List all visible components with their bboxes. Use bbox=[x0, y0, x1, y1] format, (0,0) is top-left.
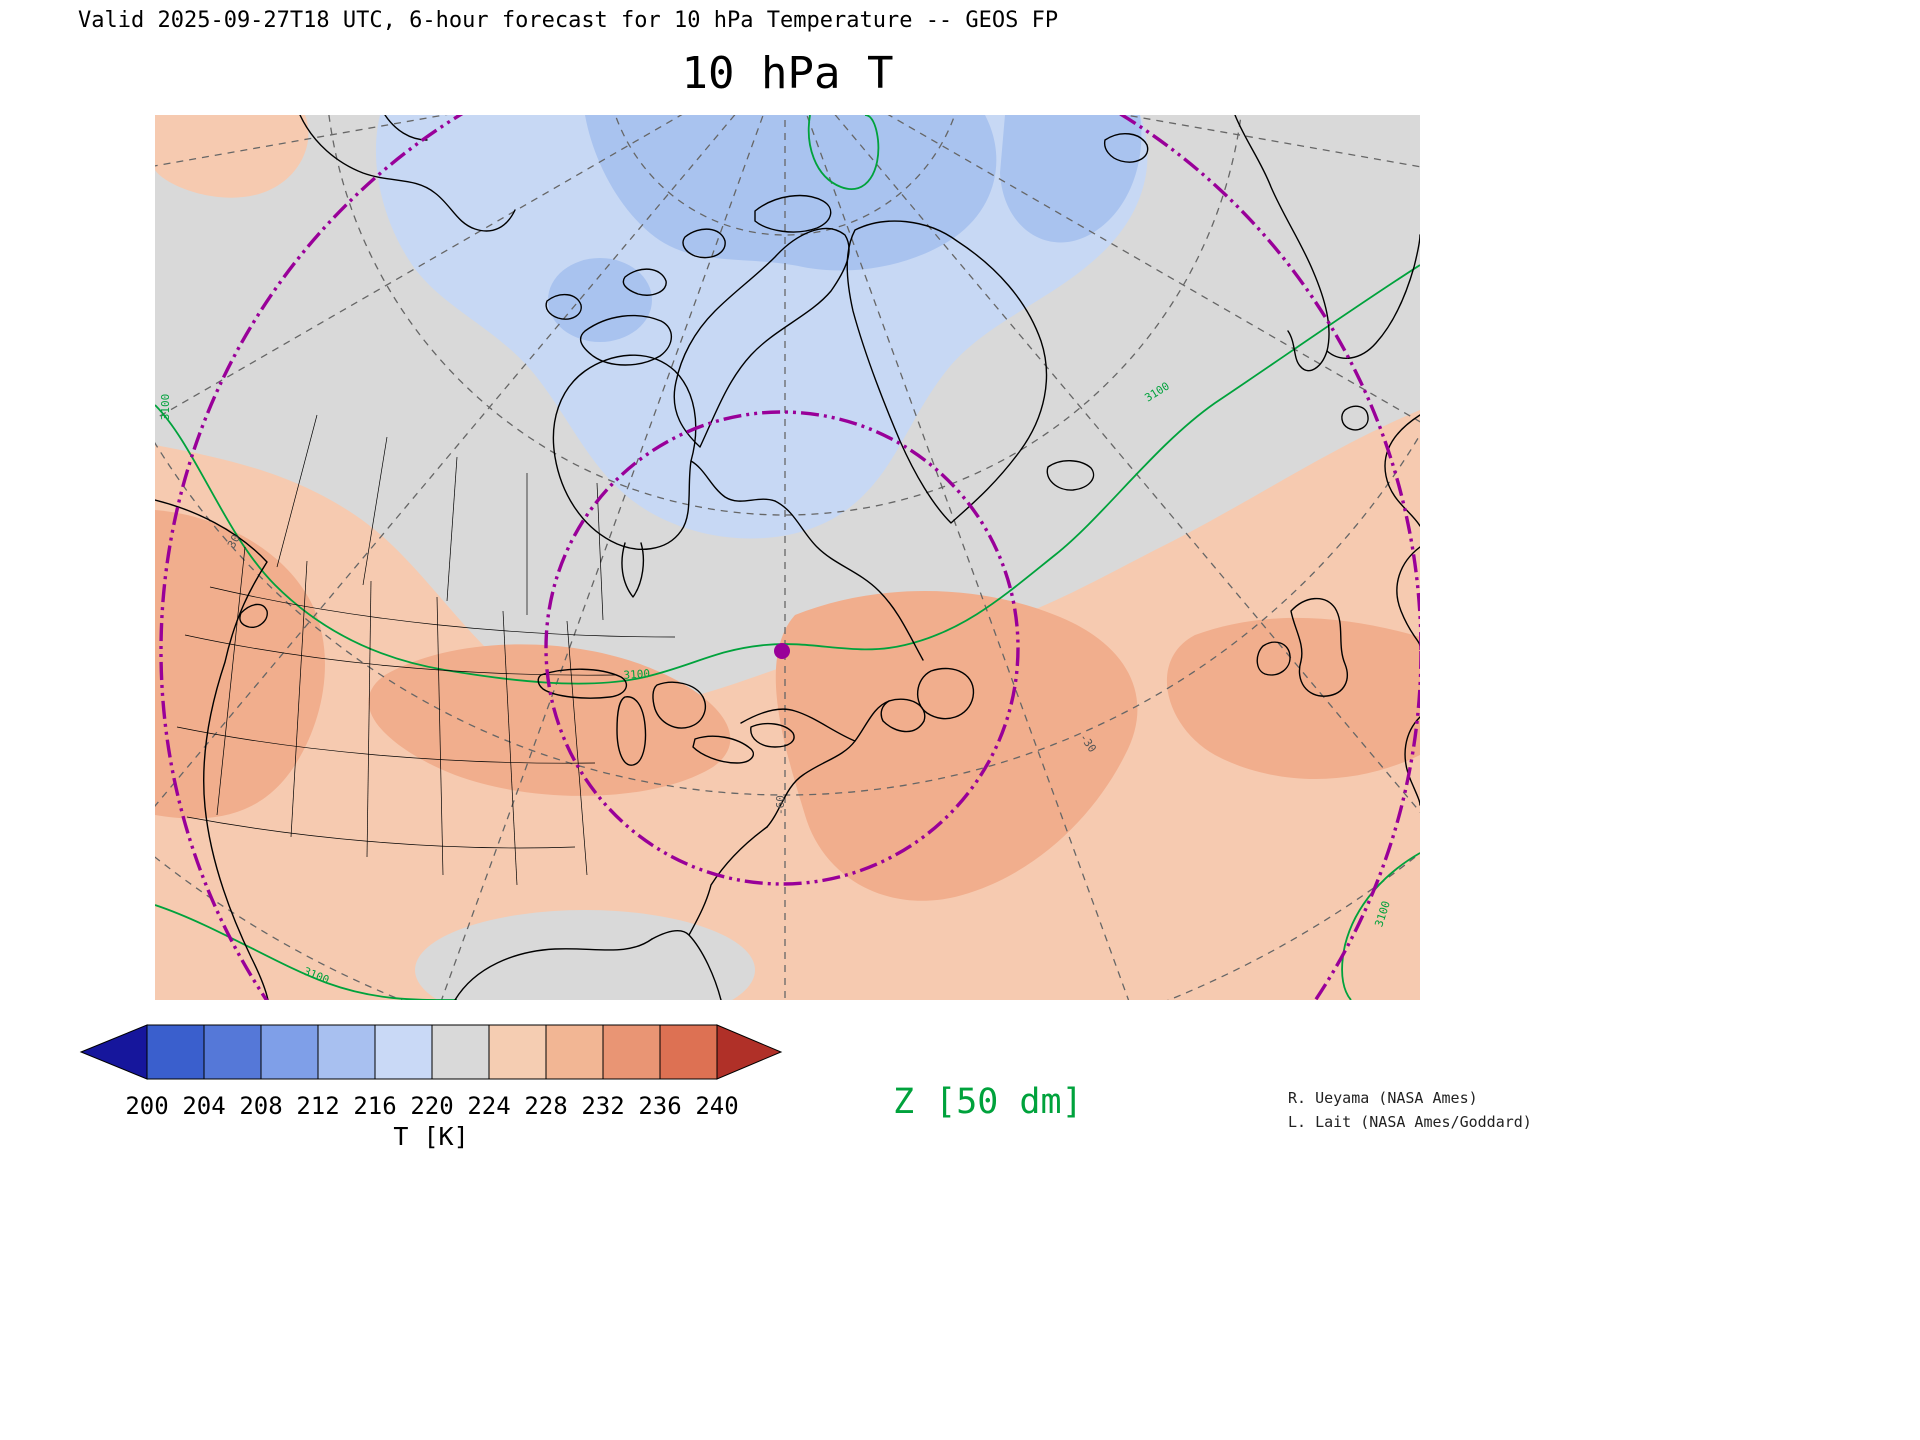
colorbar-segment bbox=[545, 1024, 604, 1080]
colorbar-under-arrow bbox=[79, 1024, 148, 1080]
colorbar-segment bbox=[488, 1024, 547, 1080]
colorbar-tick-label: 216 bbox=[353, 1092, 396, 1120]
warm-core-lakes bbox=[368, 644, 731, 796]
colorbar-over-arrow bbox=[716, 1024, 783, 1080]
height-contour-label: 3100 bbox=[159, 394, 172, 421]
colorbar-segment bbox=[374, 1024, 433, 1080]
colorbar-segment bbox=[317, 1024, 376, 1080]
cold-core-fill bbox=[585, 115, 997, 271]
credit-line: L. Lait (NASA Ames/Goddard) bbox=[1288, 1113, 1532, 1131]
colorbar-tick-label: 204 bbox=[182, 1092, 225, 1120]
colorbar-tick-label: 220 bbox=[410, 1092, 453, 1120]
colorbar-segment bbox=[203, 1024, 262, 1080]
colorbar-segment bbox=[146, 1024, 205, 1080]
colorbar-unit-label: T [K] bbox=[393, 1122, 469, 1151]
graticule-label: 30 bbox=[225, 532, 243, 550]
map-panel: 3100 3100 3100 3100 3100 bbox=[155, 115, 1420, 1000]
vortex-center-dot bbox=[774, 643, 790, 659]
warm-core-atlantic bbox=[775, 591, 1138, 901]
colorbar-segment bbox=[659, 1024, 718, 1080]
warm-patch-topleft bbox=[155, 115, 309, 198]
cold-core-fill-west bbox=[548, 258, 652, 342]
colorbar-tick-label: 236 bbox=[638, 1092, 681, 1120]
warm-core-west bbox=[155, 510, 325, 819]
warm-core-east bbox=[1166, 617, 1420, 779]
credits: R. Ueyama (NASA Ames) L. Lait (NASA Ames… bbox=[1288, 1086, 1532, 1134]
valid-line: Valid 2025-09-27T18 UTC, 6-hour forecast… bbox=[78, 8, 1059, 33]
colorbar-tick-label: 240 bbox=[695, 1092, 738, 1120]
state-borders-layer bbox=[176, 414, 676, 886]
colorbar-tick-label: 208 bbox=[239, 1092, 282, 1120]
z-contour-legend: Z [50 dm] bbox=[893, 1082, 1083, 1122]
height-contours-layer: 3100 3100 3100 3100 3100 bbox=[155, 115, 1420, 1000]
colorbar-segment bbox=[260, 1024, 319, 1080]
colorbar-scale: 200 204 208 212 216 220 224 228 232 236 240 bbox=[79, 1024, 783, 1120]
colorbar-tick-label: 232 bbox=[581, 1092, 624, 1120]
colorbar-segment bbox=[431, 1024, 490, 1080]
vortex-edge-layer bbox=[159, 115, 1420, 1000]
map-svg: 3100 3100 3100 3100 3100 bbox=[155, 115, 1420, 1000]
graticule-label: -60 bbox=[774, 795, 787, 815]
cold-core-fill-east bbox=[1000, 115, 1142, 243]
temperature-shading bbox=[155, 115, 1420, 1000]
colorbar-tick-label: 212 bbox=[296, 1092, 339, 1120]
colorbar-tick-label: 200 bbox=[125, 1092, 168, 1120]
credit-line: R. Ueyama (NASA Ames) bbox=[1288, 1089, 1478, 1107]
colorbar-tick-label: 228 bbox=[524, 1092, 567, 1120]
page-title: 10 hPa T bbox=[681, 48, 894, 99]
height-contour-label: 3100 bbox=[623, 667, 650, 682]
graticule-layer bbox=[155, 115, 1420, 1000]
coastlines-layer bbox=[155, 115, 1420, 1000]
colorbar: 200 204 208 212 216 220 224 228 232 236 240 bbox=[78, 1022, 790, 1122]
neutral-patch-gulf bbox=[415, 910, 755, 1000]
colorbar-segment bbox=[602, 1024, 661, 1080]
colorbar-tick-label: 224 bbox=[467, 1092, 510, 1120]
